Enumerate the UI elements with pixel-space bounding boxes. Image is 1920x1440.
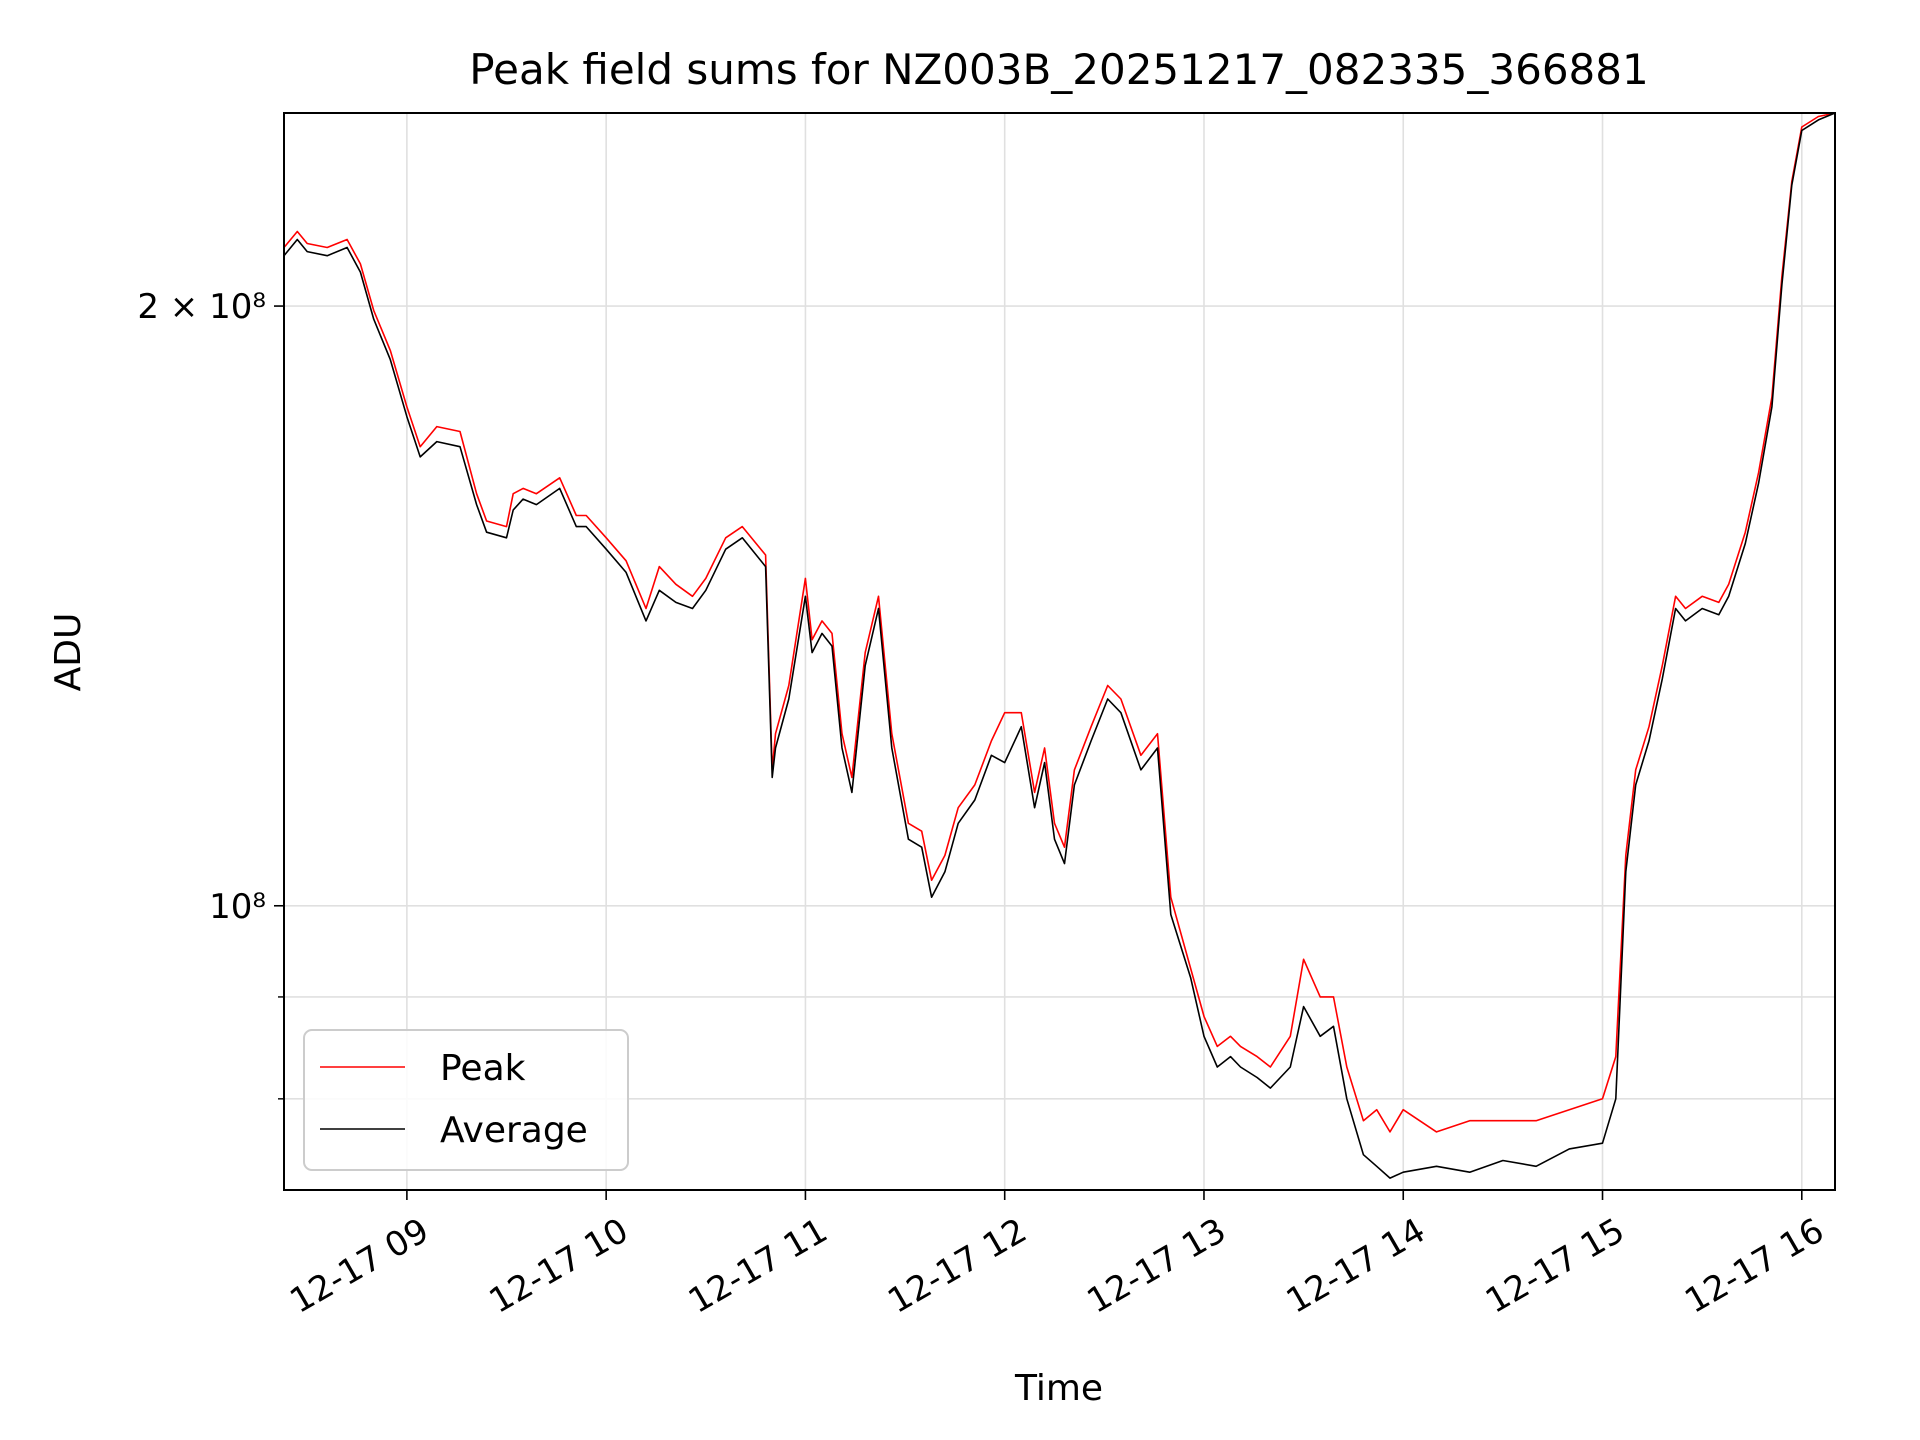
legend-box [303,1029,629,1171]
y-tick-label: 10⁸ [209,887,266,927]
y-tick-label: 2 × 10⁸ [137,287,266,327]
plot-series [283,112,1836,1179]
series-line-peak [283,112,1836,1133]
x-axis-label: Time [1014,1368,1103,1409]
series-line-average [283,112,1836,1179]
legend-peak-label: Peak [440,1048,526,1089]
legend-average-label: Average [440,1110,588,1151]
plot-frame [283,112,1836,1191]
y-axis-label: ADU [48,613,89,692]
legend: Peak Average [303,1029,629,1171]
chart-title: Peak field sums for NZ003B_20251217_0823… [469,45,1648,94]
